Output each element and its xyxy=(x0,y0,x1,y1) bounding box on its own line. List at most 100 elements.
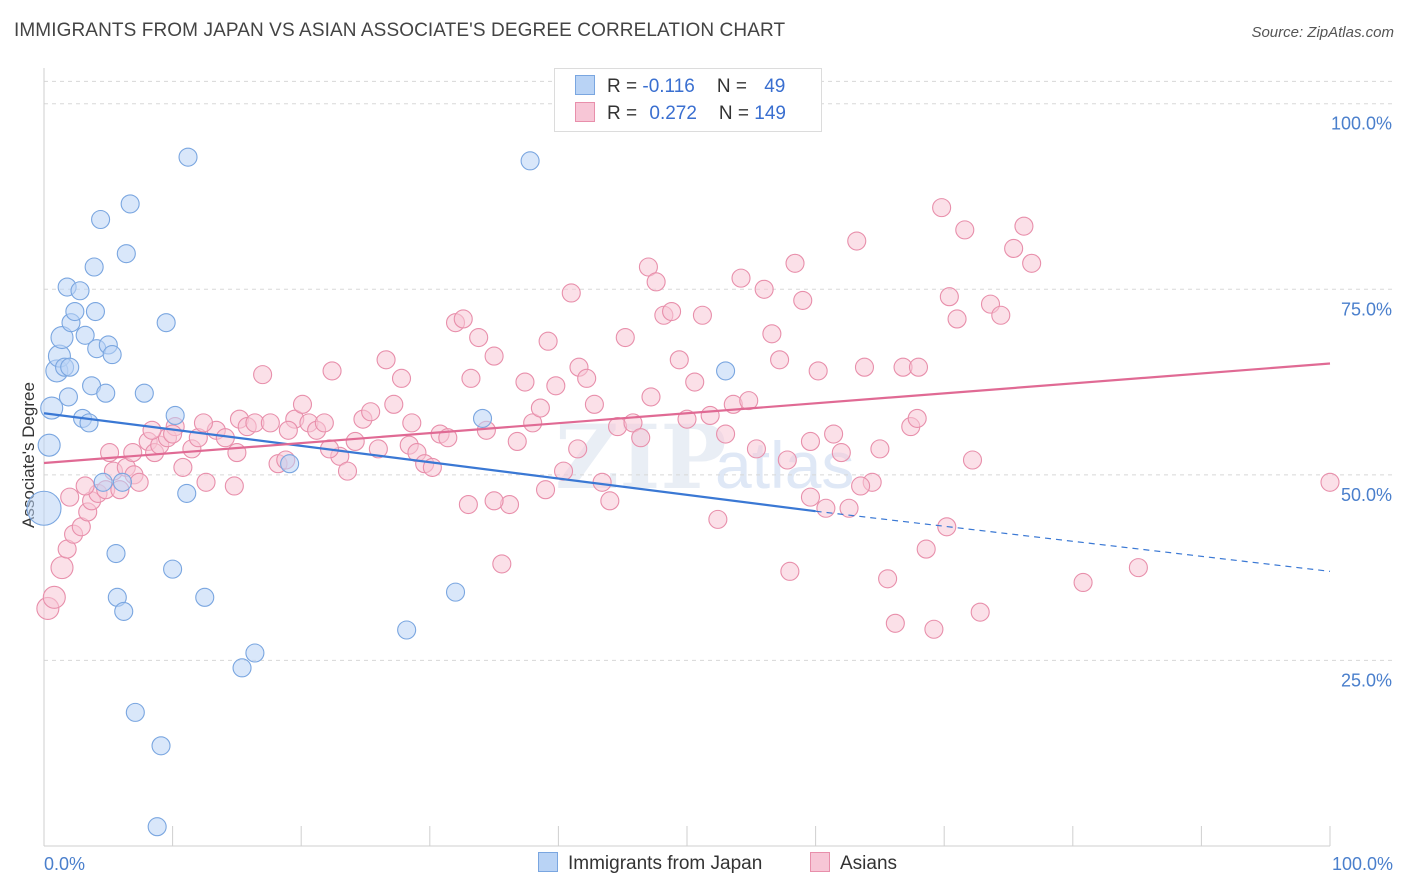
data-point xyxy=(50,556,74,580)
data-point xyxy=(232,658,252,678)
data-point xyxy=(535,480,556,500)
data-point xyxy=(123,443,143,463)
r-value: 0.272 xyxy=(649,103,697,124)
data-point xyxy=(1128,558,1148,578)
data-point xyxy=(314,413,334,433)
data-point xyxy=(253,365,273,385)
data-point xyxy=(224,476,244,496)
data-point xyxy=(907,408,927,428)
y-axis-label: Associate's Degree xyxy=(19,382,38,528)
x-tick-label: 100.0% xyxy=(1332,854,1393,874)
data-point xyxy=(361,402,381,422)
data-point xyxy=(780,561,800,581)
data-point xyxy=(165,405,185,426)
y-tick-label: 25.0% xyxy=(1341,670,1392,690)
data-point xyxy=(227,443,247,463)
data-point xyxy=(384,394,404,414)
data-point xyxy=(114,601,134,621)
data-point xyxy=(615,327,635,348)
data-point xyxy=(800,487,821,507)
data-point xyxy=(538,331,558,351)
data-point xyxy=(916,539,936,559)
data-point xyxy=(885,613,905,633)
data-point xyxy=(1022,253,1042,273)
data-point xyxy=(520,151,540,171)
legend-label: Asians xyxy=(840,853,898,874)
data-point xyxy=(1320,472,1340,492)
r-label: R = xyxy=(607,103,643,124)
data-point xyxy=(831,443,851,463)
data-point xyxy=(638,257,658,277)
data-point xyxy=(685,372,705,392)
data-point xyxy=(847,231,867,251)
data-point xyxy=(577,368,597,388)
data-point xyxy=(484,346,504,366)
data-point xyxy=(60,357,80,377)
data-point xyxy=(991,305,1011,325)
data-point xyxy=(461,368,481,388)
y-tick-label: 50.0% xyxy=(1341,485,1392,505)
data-point xyxy=(120,194,140,214)
data-point xyxy=(280,454,300,474)
data-point xyxy=(345,431,365,451)
data-point xyxy=(641,387,661,407)
asians-swatch xyxy=(575,102,595,122)
data-point xyxy=(147,817,167,837)
data-point xyxy=(908,357,929,377)
data-point xyxy=(173,457,193,477)
data-point xyxy=(79,413,99,433)
data-point xyxy=(85,301,105,322)
data-point xyxy=(472,408,493,428)
data-point xyxy=(292,394,313,414)
data-point xyxy=(196,472,216,492)
data-point xyxy=(26,490,62,526)
data-point xyxy=(523,413,543,433)
data-point xyxy=(970,602,990,622)
series-asians xyxy=(36,198,1340,639)
data-point xyxy=(112,472,132,492)
series-japan xyxy=(26,147,736,837)
data-point xyxy=(391,368,412,388)
data-point xyxy=(731,268,751,288)
data-point xyxy=(129,472,149,492)
japan-swatch xyxy=(575,75,595,95)
data-point xyxy=(785,253,805,273)
data-point xyxy=(156,313,176,333)
data-point xyxy=(42,585,66,609)
data-point xyxy=(469,327,489,348)
data-point xyxy=(70,281,90,301)
data-point xyxy=(84,257,104,277)
data-point xyxy=(716,361,736,381)
data-point xyxy=(106,543,126,564)
data-point xyxy=(102,345,122,365)
data-point xyxy=(700,405,720,426)
data-point xyxy=(151,736,171,756)
trend-line-japan xyxy=(43,412,816,513)
data-point xyxy=(777,450,797,470)
data-point xyxy=(245,643,265,663)
data-point xyxy=(134,383,154,403)
data-point xyxy=(530,398,550,418)
data-point xyxy=(561,283,581,303)
x-tick-label: 0.0% xyxy=(44,854,85,874)
data-point xyxy=(770,350,790,370)
data-point xyxy=(793,290,813,310)
data-point xyxy=(955,220,975,240)
data-point xyxy=(631,428,651,448)
data-point xyxy=(376,350,396,370)
data-point xyxy=(800,431,821,451)
source-credit: Source: ZipAtlas.com xyxy=(1251,24,1394,41)
chart-title: IMMIGRANTS FROM JAPAN VS ASIAN ASSOCIATE… xyxy=(14,20,786,41)
axes xyxy=(43,68,1331,847)
data-point xyxy=(91,209,111,230)
data-point xyxy=(193,413,214,433)
data-point xyxy=(177,483,197,503)
data-point xyxy=(546,376,566,396)
data-point xyxy=(708,509,728,529)
data-point xyxy=(878,569,898,589)
data-point xyxy=(337,461,358,481)
bottom-legend-japan: Immigrants from Japan xyxy=(538,852,762,875)
data-point xyxy=(924,619,944,639)
data-point xyxy=(60,487,80,507)
